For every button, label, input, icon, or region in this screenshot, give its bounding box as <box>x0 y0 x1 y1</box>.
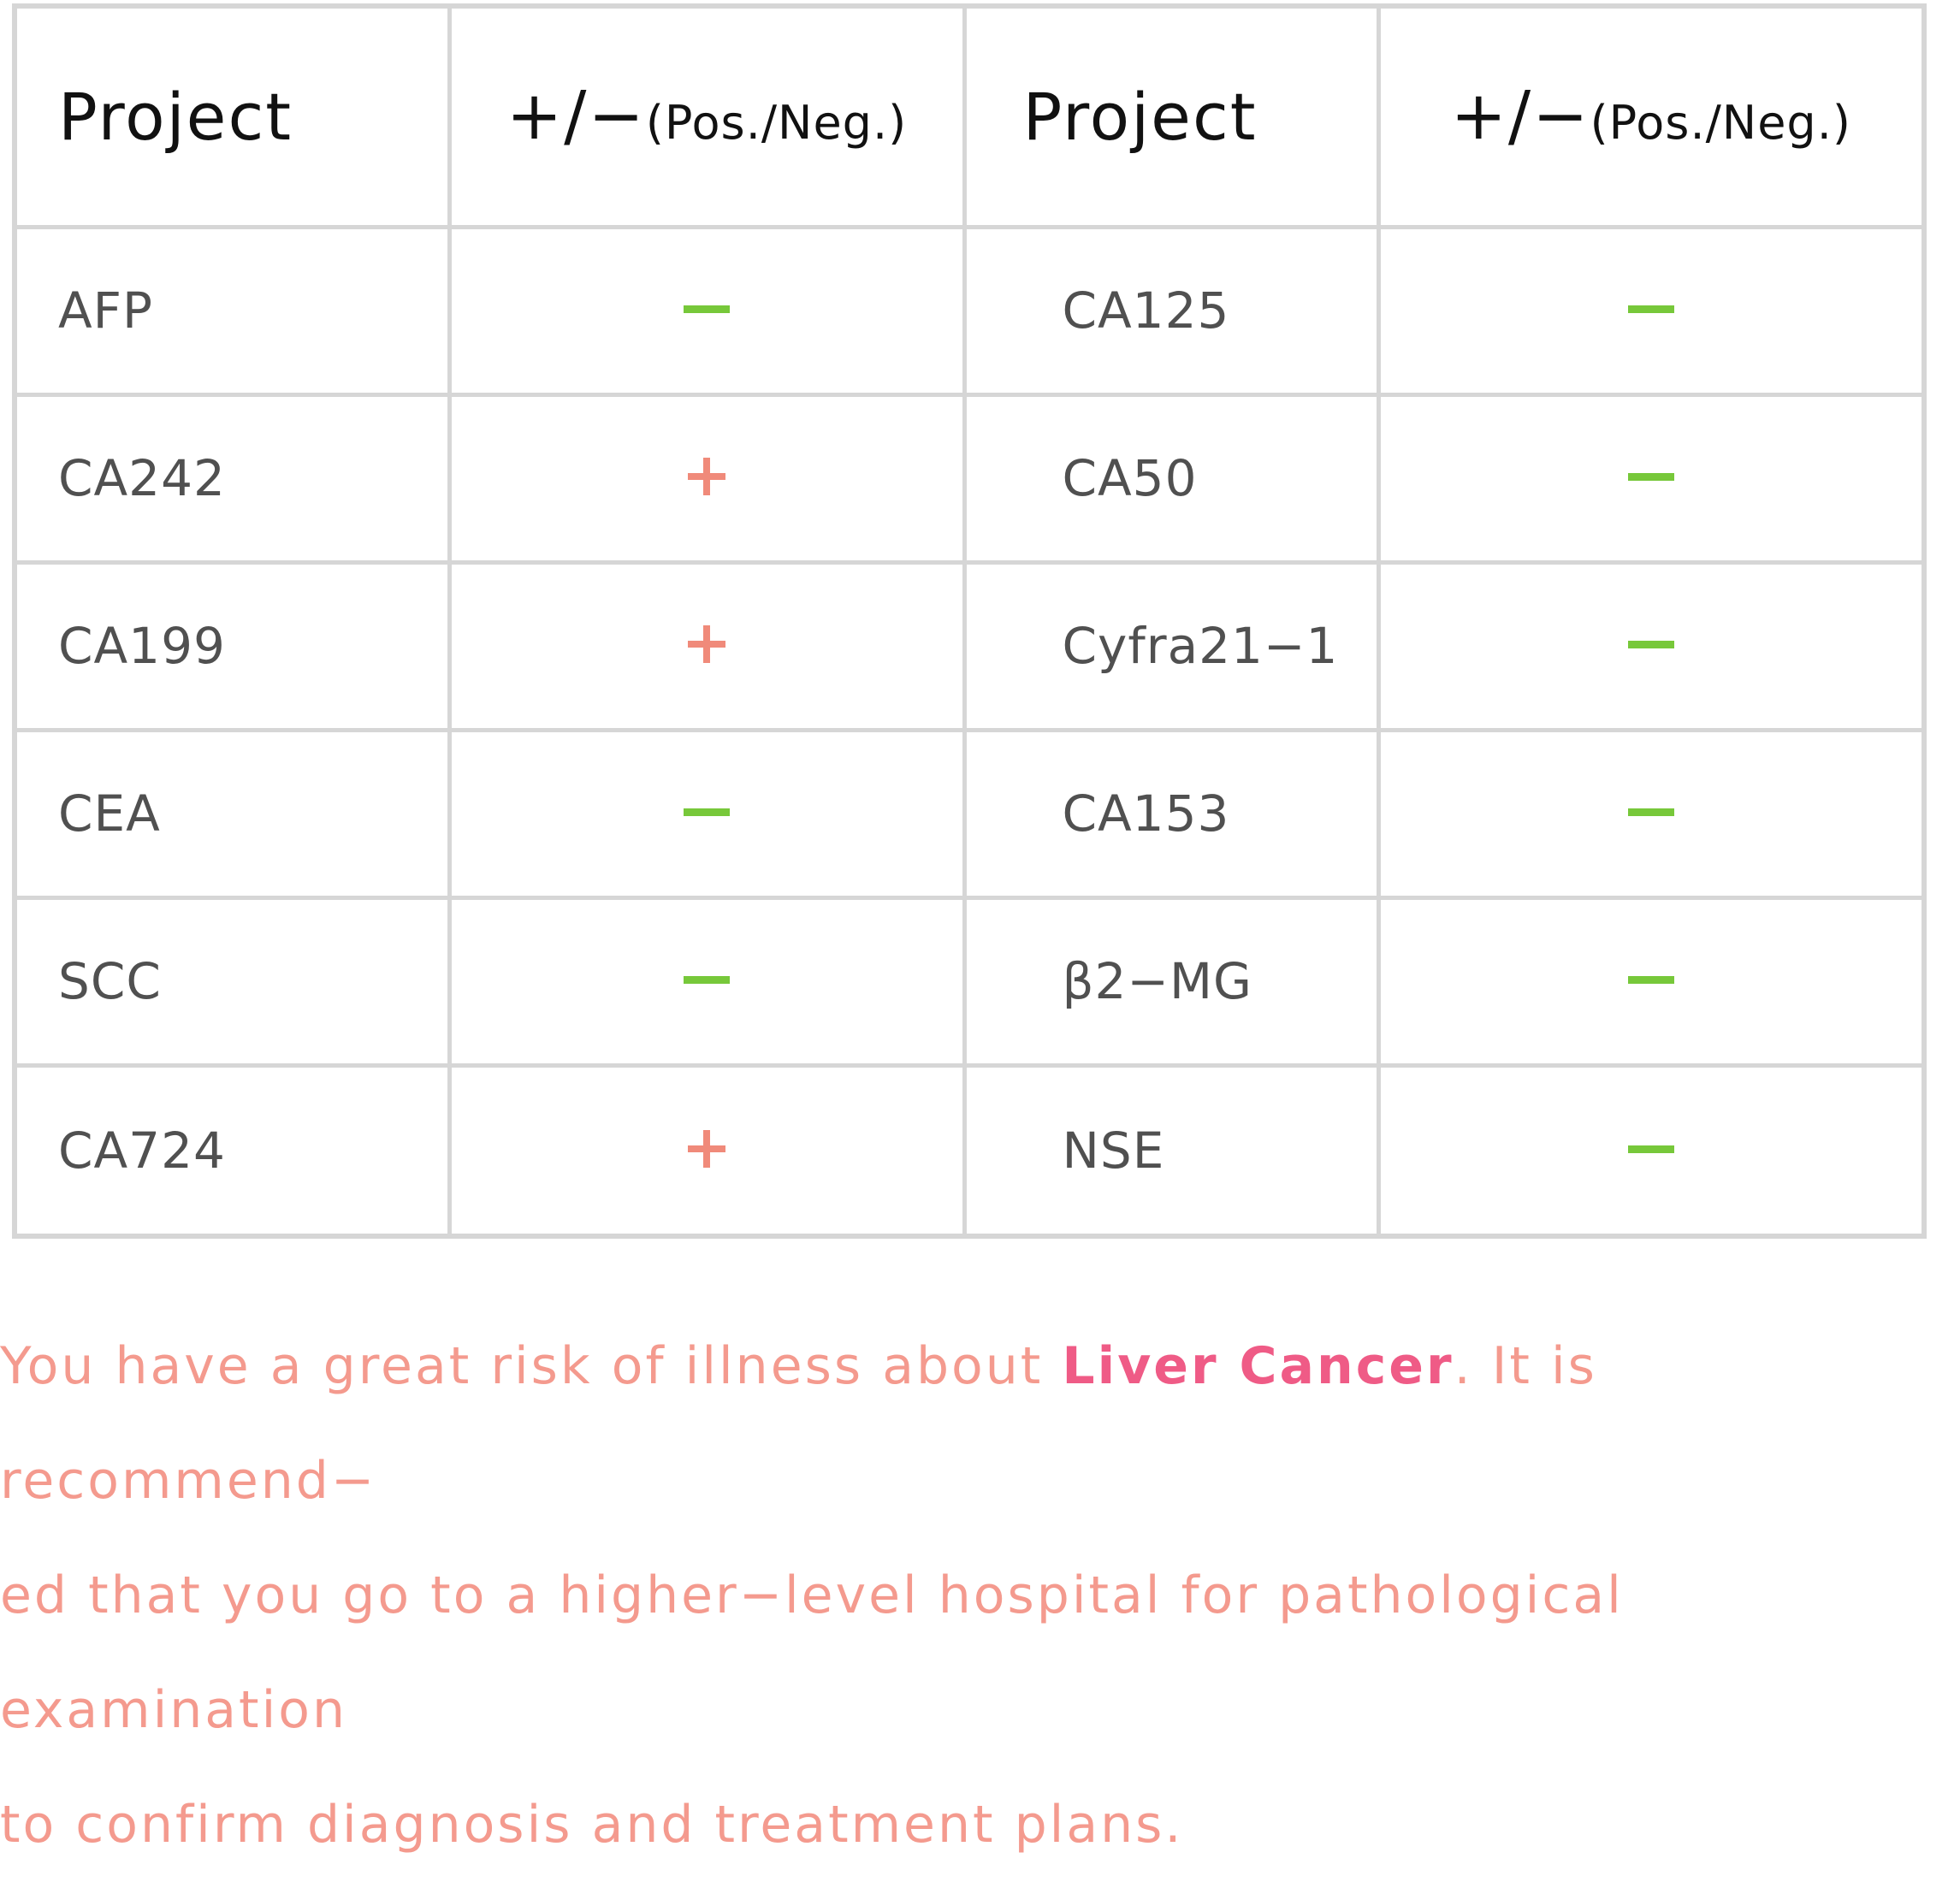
marker-result <box>1376 727 1927 900</box>
plus-icon <box>682 619 731 669</box>
table-row: SCC β2−MG <box>12 895 1927 1068</box>
risk-highlight: Liver Cancer <box>1062 1336 1454 1396</box>
marker-result <box>447 559 967 732</box>
marker-name: CA724 <box>12 1062 452 1239</box>
header-sign-symbol: +/− <box>1450 78 1590 156</box>
minus-icon <box>1626 1124 1676 1174</box>
marker-result <box>1376 895 1927 1068</box>
plus-icon <box>682 452 731 501</box>
marker-result <box>1376 559 1927 732</box>
header-project-left: Project <box>12 3 452 229</box>
minus-icon <box>1626 955 1676 1004</box>
marker-result <box>1376 224 1927 397</box>
minus-icon <box>1626 452 1676 501</box>
marker-name: CA153 <box>962 727 1381 900</box>
header-result-left: +/−(Pos./Neg.) <box>447 3 967 229</box>
marker-name: SCC <box>12 895 452 1068</box>
marker-result <box>447 727 967 900</box>
tumor-marker-table: Project +/−(Pos./Neg.) Project +/−(Pos./… <box>12 3 1927 1239</box>
table-row: CA724 NSE <box>12 1062 1927 1239</box>
marker-result <box>447 1062 967 1239</box>
marker-result <box>447 895 967 1068</box>
marker-name: CA199 <box>12 559 452 732</box>
marker-result <box>447 224 967 397</box>
header-project-right: Project <box>962 3 1381 229</box>
table-row: CEA CA153 <box>12 727 1927 900</box>
minus-icon <box>682 787 731 837</box>
minus-icon <box>682 284 731 334</box>
marker-name: Cyfra21−1 <box>962 559 1381 732</box>
marker-name: AFP <box>12 224 452 397</box>
minus-icon <box>1626 787 1676 837</box>
marker-result <box>447 392 967 565</box>
minus-icon <box>682 955 731 1004</box>
marker-name: CEA <box>12 727 452 900</box>
marker-name: β2−MG <box>962 895 1381 1068</box>
marker-name: CA125 <box>962 224 1381 397</box>
header-row: Project +/−(Pos./Neg.) Project +/−(Pos./… <box>12 3 1927 229</box>
marker-result <box>1376 1062 1927 1239</box>
marker-name: CA50 <box>962 392 1381 565</box>
minus-icon <box>1626 284 1676 334</box>
table-row: AFP CA125 <box>12 224 1927 397</box>
header-sign-sub: (Pos./Neg.) <box>645 96 908 151</box>
risk-notice: You have a great risk of illness about L… <box>0 1336 1624 1855</box>
minus-icon <box>1626 619 1676 669</box>
plus-icon <box>682 1124 731 1174</box>
header-sign-symbol: +/− <box>506 78 646 156</box>
table-row: CA242 CA50 <box>12 392 1927 565</box>
marker-name: NSE <box>962 1062 1381 1239</box>
marker-name: CA242 <box>12 392 452 565</box>
header-result-right: +/−(Pos./Neg.) <box>1376 3 1927 229</box>
table-row: CA199 Cyfra21−1 <box>12 559 1927 732</box>
marker-result <box>1376 392 1927 565</box>
header-sign-sub: (Pos./Neg.) <box>1590 96 1851 151</box>
